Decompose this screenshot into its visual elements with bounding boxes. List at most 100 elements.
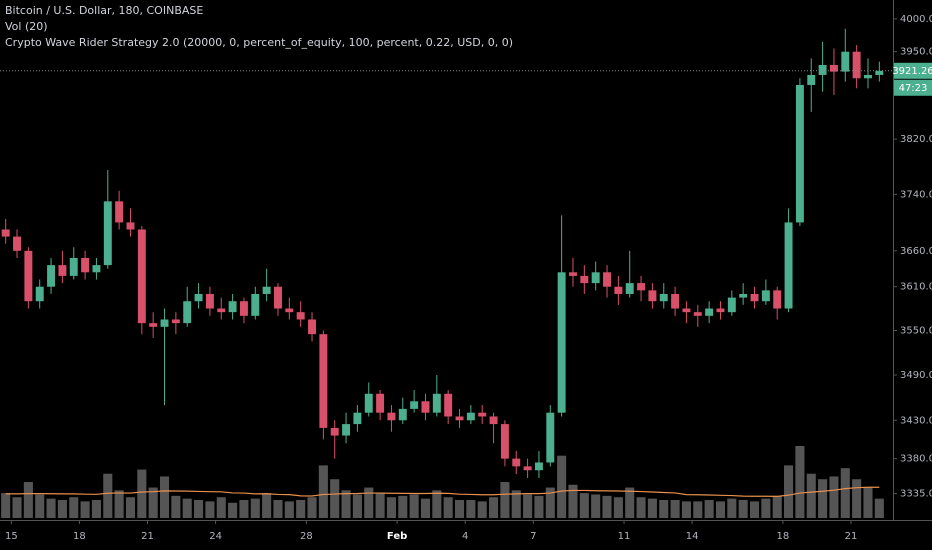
candle-body xyxy=(659,293,668,302)
indicator-label: Crypto Wave Rider Strategy 2.0 (20000, 0… xyxy=(5,36,513,49)
volume-bar xyxy=(602,495,612,518)
volume-bar xyxy=(273,500,283,518)
volume-bar xyxy=(466,500,476,518)
candle-body xyxy=(829,64,838,72)
candle-body xyxy=(614,286,623,294)
volume-bar xyxy=(829,476,839,518)
countdown-box xyxy=(894,79,932,96)
candle-body xyxy=(625,283,634,294)
x-tick-label: 18 xyxy=(777,531,790,542)
y-tick-label: 3660.00 xyxy=(900,246,932,257)
candle-body xyxy=(330,427,339,436)
volume-bar xyxy=(874,498,884,518)
candle-body xyxy=(228,301,237,313)
candle-body xyxy=(217,308,226,313)
volume-bar xyxy=(454,500,465,518)
candle-body xyxy=(841,51,850,72)
volume-bar xyxy=(681,501,691,518)
candle-body xyxy=(489,416,498,425)
volume-bar xyxy=(647,498,657,518)
volume-bar xyxy=(91,500,101,518)
candle-body xyxy=(251,293,260,316)
candle-body xyxy=(693,312,702,316)
candle-body xyxy=(69,257,78,276)
volume-bar xyxy=(375,493,385,518)
candle-body xyxy=(466,412,475,421)
chart-title: Bitcoin / U.S. Dollar, 180, COINBASE xyxy=(5,4,203,17)
volume-bar xyxy=(103,473,113,518)
candle-body xyxy=(603,272,611,287)
candle-body xyxy=(671,293,680,309)
volume-bar xyxy=(591,494,601,518)
volume-bar xyxy=(420,498,431,518)
candle-body xyxy=(739,293,748,298)
candle-body xyxy=(432,393,441,413)
candle-body xyxy=(285,308,294,313)
candle-body xyxy=(126,222,135,230)
candle-body xyxy=(705,308,714,316)
volume-bar xyxy=(23,482,33,518)
candle-body xyxy=(239,301,248,316)
volume-bar xyxy=(625,487,635,518)
volume-bar xyxy=(477,501,487,518)
candle-body xyxy=(137,229,146,324)
x-tick-label: 28 xyxy=(300,531,313,542)
volume-bar xyxy=(523,494,533,518)
candle-body xyxy=(398,408,407,421)
candle-body xyxy=(410,401,419,409)
candle-body xyxy=(58,265,67,276)
x-tick-label: 14 xyxy=(686,531,699,542)
y-tick-label: 3550.00 xyxy=(900,325,932,336)
volume-bar xyxy=(852,479,862,518)
volume-bar xyxy=(137,469,147,518)
volume-bar xyxy=(761,498,771,518)
y-tick-label: 3430.00 xyxy=(900,415,932,426)
candle-body xyxy=(455,416,464,421)
volume-bar xyxy=(568,484,578,518)
candle-body xyxy=(364,393,373,413)
volume-bar xyxy=(284,501,294,518)
volume-bar xyxy=(125,497,136,518)
volume-bar xyxy=(228,502,238,518)
volume-bar xyxy=(489,497,499,518)
volume-bar xyxy=(114,490,124,518)
candle-body xyxy=(308,319,316,335)
volume-bar xyxy=(341,490,351,518)
candle-body xyxy=(421,401,430,413)
y-tick-label: 3740.00 xyxy=(900,189,932,200)
volume-bar xyxy=(534,495,544,518)
candle-body xyxy=(319,334,328,428)
candle-body xyxy=(773,290,782,309)
volume-bar xyxy=(318,465,328,518)
volume-bar xyxy=(307,497,317,518)
y-tick-label: 3950.00 xyxy=(900,47,932,58)
candle-body xyxy=(171,319,180,324)
candle-body xyxy=(580,275,589,284)
x-tick-label: Feb xyxy=(387,531,407,542)
candle-body xyxy=(342,424,351,436)
candle-body xyxy=(682,308,691,313)
candle-body xyxy=(183,301,192,324)
x-tick-label: 21 xyxy=(845,531,858,542)
volume-bar xyxy=(579,493,589,518)
volume-bar xyxy=(772,495,782,518)
volume-bar xyxy=(443,497,453,518)
candle-body xyxy=(852,51,861,79)
x-tick-label: 21 xyxy=(141,531,154,542)
volume-bar xyxy=(818,479,828,518)
volume-bar xyxy=(613,497,623,518)
volume-bar xyxy=(715,501,726,518)
volume-bar xyxy=(545,487,555,518)
candle-body xyxy=(92,265,101,273)
volume-bar xyxy=(46,498,56,518)
volume-bar xyxy=(352,494,362,518)
volume-bar xyxy=(386,497,396,518)
candle-body xyxy=(115,201,124,223)
candle-body xyxy=(534,462,543,471)
candle-body xyxy=(103,201,112,266)
countdown-label: 47:23 xyxy=(899,83,928,94)
candle-body xyxy=(784,222,793,309)
volume-bar xyxy=(239,500,249,518)
candle-body xyxy=(13,236,21,251)
